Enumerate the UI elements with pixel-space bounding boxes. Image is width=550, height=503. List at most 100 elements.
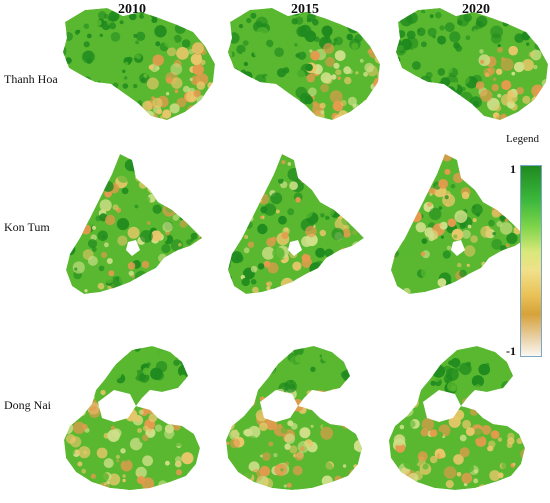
ndvi-pixel-cluster (70, 183, 75, 188)
ndvi-pixel-cluster (459, 269, 467, 278)
ndvi-pixel-cluster (137, 428, 143, 433)
ndvi-pixel-cluster (305, 248, 312, 256)
ndvi-pixel-cluster (506, 258, 518, 270)
ndvi-pixel-cluster (501, 80, 512, 91)
ndvi-pixel-cluster (165, 118, 178, 120)
ndvi-pixel-cluster (177, 160, 188, 170)
ndvi-pixel-cluster (158, 190, 163, 195)
ndvi-pixel-cluster (252, 286, 259, 294)
ndvi-pixel-cluster (476, 21, 482, 27)
ndvi-pixel-cluster (194, 25, 201, 32)
ndvi-pixel-cluster (483, 165, 491, 174)
ndvi-pixel-cluster (66, 200, 77, 214)
ndvi-pixel-cluster (359, 58, 364, 63)
ndvi-pixel-cluster (199, 116, 206, 120)
ndvi-pixel-cluster (484, 277, 491, 284)
ndvi-pixel-cluster (78, 31, 87, 40)
ndvi-pixel-cluster (83, 41, 90, 48)
ndvi-pixel-cluster (501, 201, 511, 211)
ndvi-pixel-cluster (412, 61, 421, 70)
ndvi-pixel-cluster (152, 204, 162, 214)
ndvi-pixel-cluster (256, 26, 269, 40)
ndvi-pixel-cluster (262, 246, 275, 260)
ndvi-pixel-cluster (257, 113, 267, 120)
ndvi-pixel-cluster (538, 97, 548, 109)
ndvi-pixel-cluster (244, 366, 255, 377)
ndvi-pixel-cluster (337, 346, 350, 353)
ndvi-pixel-cluster (359, 438, 362, 447)
ndvi-pixel-cluster (99, 486, 109, 490)
ndvi-pixel-cluster (101, 473, 110, 481)
ndvi-pixel-cluster (99, 368, 103, 373)
ndvi-pixel-cluster (152, 54, 164, 66)
ndvi-pixel-cluster (403, 355, 413, 365)
ndvi-pixel-cluster (127, 368, 138, 379)
ndvi-pixel-cluster (189, 77, 193, 81)
ndvi-pixel-cluster (142, 200, 151, 208)
ndvi-pixel-cluster (421, 41, 427, 48)
ndvi-pixel-cluster (235, 89, 239, 94)
ndvi-pixel-cluster (427, 27, 437, 37)
ndvi-pixel-cluster (379, 361, 389, 371)
ndvi-pixel-cluster (334, 270, 342, 278)
ndvi-pixel-cluster (277, 174, 283, 180)
ndvi-pixel-cluster (83, 172, 93, 182)
ndvi-pixel-cluster (256, 89, 264, 97)
ndvi-pixel-cluster (346, 290, 359, 294)
ndvi-pixel-cluster (508, 375, 514, 381)
ndvi-pixel-cluster (468, 122, 480, 134)
ndvi-pixel-cluster (351, 245, 363, 257)
ndvi-pixel-cluster (162, 109, 172, 119)
region-label-dong-nai: Dong Nai (4, 398, 51, 412)
region-label-kon-tum: Kon Tum (4, 220, 50, 234)
ndvi-pixel-cluster (243, 61, 249, 67)
ndvi-pixel-cluster (83, 66, 91, 74)
ndvi-pixel-cluster (228, 198, 234, 207)
ndvi-pixel-cluster (400, 199, 405, 205)
ndvi-pixel-cluster (485, 437, 490, 443)
water-body-void (260, 390, 298, 422)
ndvi-pixel-cluster (369, 119, 375, 120)
ndvi-pixel-cluster (501, 118, 514, 120)
ndvi-pixel-cluster (404, 363, 417, 375)
ndvi-pixel-cluster (230, 218, 236, 224)
ndvi-pixel-cluster (488, 176, 497, 185)
ndvi-pixel-cluster (408, 472, 419, 484)
ndvi-pixel-cluster (136, 472, 140, 477)
ndvi-pixel-cluster (421, 90, 431, 100)
ndvi-pixel-cluster (349, 406, 361, 418)
ndvi-pixel-cluster (194, 278, 202, 287)
ndvi-pixel-cluster (402, 287, 411, 294)
ndvi-pixel-cluster (196, 479, 200, 483)
ndvi-pixel-cluster (173, 166, 182, 175)
ndvi-pixel-cluster (237, 177, 243, 183)
ndvi-pixel-cluster (94, 121, 99, 126)
ndvi-pixel-cluster (93, 168, 100, 175)
ndvi-pixel-cluster (287, 208, 295, 216)
ndvi-pixel-cluster (85, 198, 91, 204)
ndvi-pixel-cluster (489, 470, 501, 481)
ndvi-pixel-cluster (94, 288, 102, 294)
ndvi-pixel-cluster (350, 120, 361, 131)
ndvi-pixel-cluster (333, 119, 340, 120)
ndvi-pixel-cluster (159, 351, 167, 360)
ndvi-pixel-cluster (110, 425, 115, 430)
ndvi-pixel-cluster (415, 350, 426, 361)
ndvi-pixel-cluster (420, 251, 426, 257)
ndvi-pixel-cluster (192, 42, 204, 55)
ndvi-pixel-cluster (244, 120, 256, 132)
ndvi-pixel-cluster (500, 58, 514, 71)
ndvi-pixel-cluster (116, 218, 130, 231)
ndvi-pixel-cluster (245, 481, 255, 490)
legend-title: Legend (506, 133, 539, 145)
ndvi-pixel-cluster (81, 468, 87, 474)
ndvi-pixel-cluster (222, 474, 225, 477)
ndvi-pixel-cluster (287, 346, 293, 347)
ndvi-pixel-cluster (68, 367, 74, 373)
ndvi-pixel-cluster (429, 455, 438, 464)
ndvi-pixel-cluster (135, 40, 139, 45)
ndvi-pixel-cluster (427, 201, 432, 207)
ndvi-pixel-cluster (254, 96, 263, 105)
ndvi-pixel-cluster (70, 398, 74, 403)
ndvi-pixel-cluster (328, 386, 333, 391)
